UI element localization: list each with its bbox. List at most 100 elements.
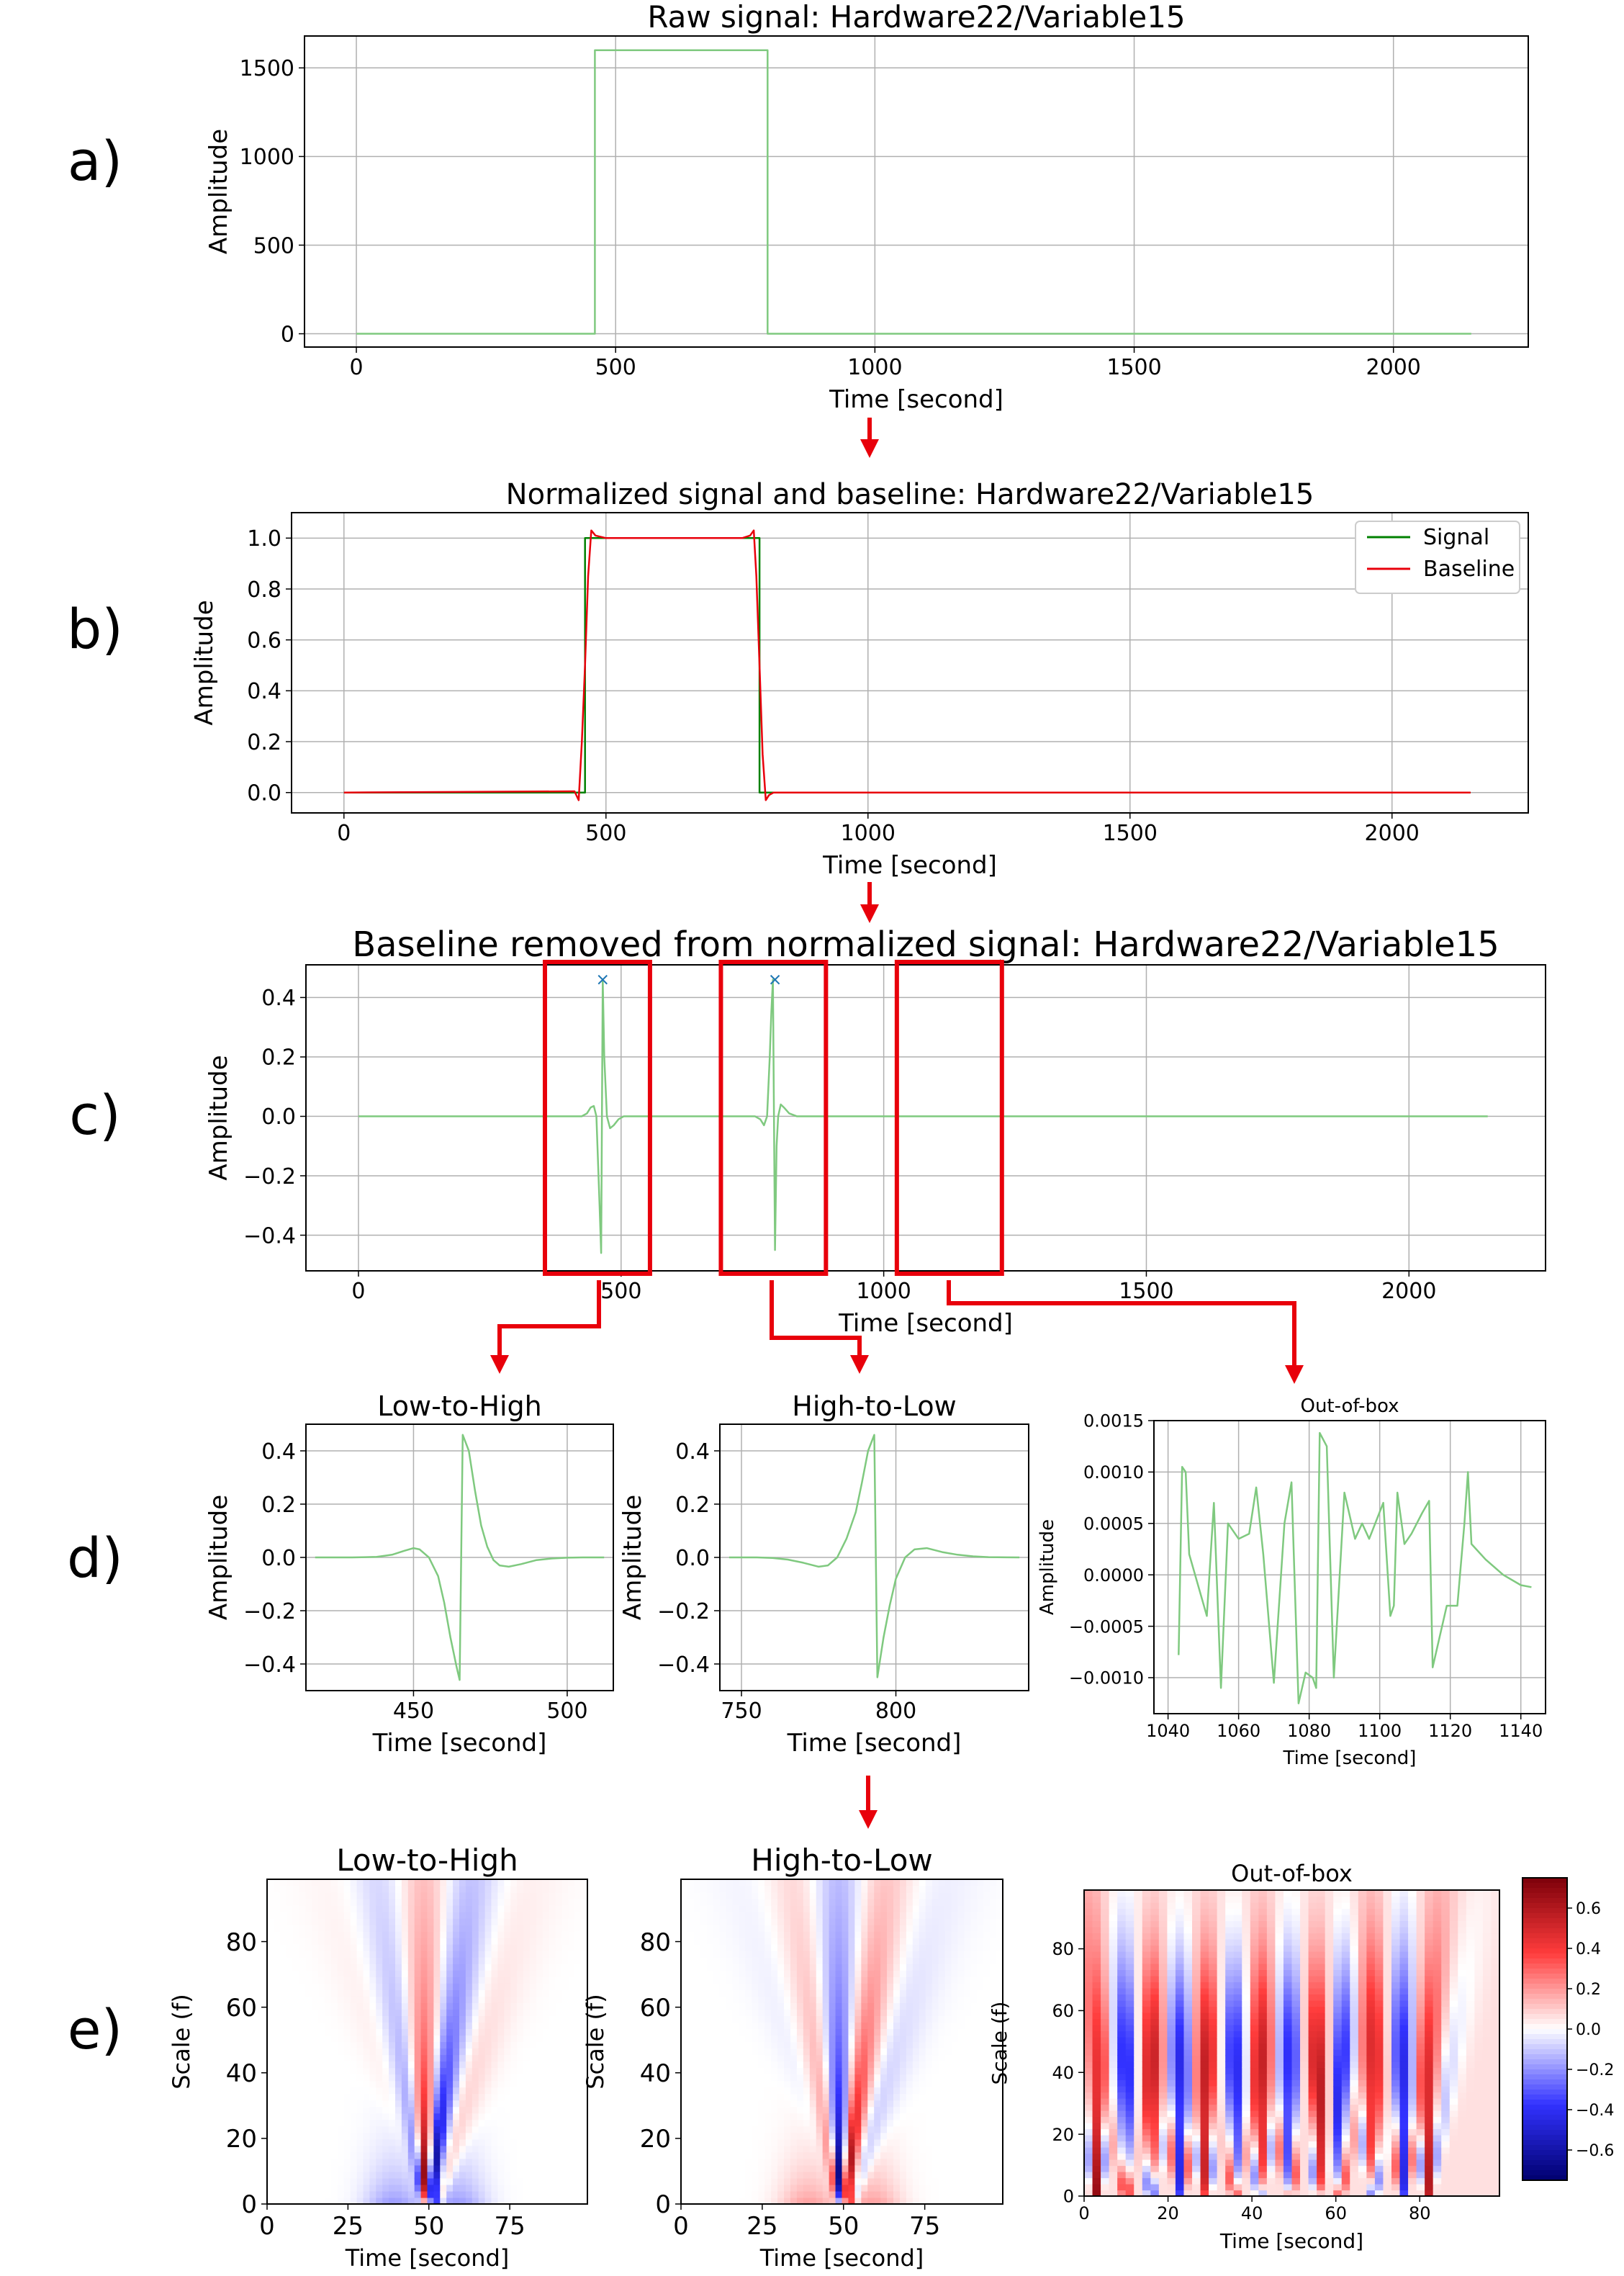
heatmap-cell: [784, 2106, 791, 2114]
heatmap-cell: [719, 2002, 727, 2010]
heatmap-cell: [517, 2009, 524, 2017]
heatmap-cell: [382, 2002, 389, 2010]
heatmap-cell: [523, 2158, 531, 2166]
heatmap-cell: [325, 1944, 332, 1951]
heatmap-cell: [745, 2054, 752, 2062]
heatmap-cell: [286, 1886, 294, 1893]
heatmap-cell: [912, 2100, 920, 2108]
heatmap-cell: [581, 1912, 588, 1919]
heatmap-cell: [764, 1944, 772, 1951]
heatmap-cell: [919, 1964, 926, 1971]
heatmap-cell: [504, 1886, 511, 1893]
y-tick-label: 0.0: [261, 1546, 296, 1571]
heatmap-cell: [816, 2126, 824, 2133]
heatmap-cell: [331, 2151, 338, 2159]
heatmap-cell: [719, 1976, 727, 1984]
heatmap-cell: [292, 1892, 300, 1899]
plot-frame: [719, 1423, 1029, 1691]
heatmap-cell: [912, 1918, 920, 1925]
heatmap-cell: [286, 2171, 294, 2179]
heatmap-cell: [420, 1918, 428, 1925]
heatmap-cell: [472, 2132, 479, 2140]
heatmap-cell: [318, 2171, 325, 2179]
heatmap-cell: [382, 2184, 389, 2192]
heatmap-cell: [803, 1964, 811, 1971]
y-tick-label: 0.0: [675, 1546, 710, 1571]
heatmap-cell: [880, 1944, 888, 1951]
heatmap-cell: [561, 2145, 569, 2153]
heatmap-cell: [427, 2080, 434, 2088]
heatmap-cell: [803, 2190, 811, 2198]
heatmap-cell: [491, 2002, 498, 2010]
heatmap-cell: [816, 1976, 824, 1984]
heatmap-cell: [472, 2080, 479, 2088]
heatmap-cell: [784, 1918, 791, 1925]
heatmap-cell: [681, 2197, 688, 2205]
heatmap-cell: [453, 1944, 460, 1951]
heatmap-cell: [484, 1879, 492, 1886]
heatmap-cell: [420, 2106, 428, 2114]
heatmap-cell: [369, 1938, 376, 1945]
heatmap-cell: [809, 1892, 817, 1899]
heatmap-cell: [574, 2197, 582, 2205]
heatmap-cell: [687, 1957, 695, 1964]
heatmap-cell: [395, 1944, 402, 1951]
heatmap-cell: [536, 2184, 543, 2192]
heatmap-cell: [376, 2184, 383, 2192]
heatmap-cell: [356, 2132, 364, 2140]
heatmap-cell: [957, 1905, 965, 1912]
heatmap-cell: [318, 2100, 325, 2108]
heatmap-cell: [944, 2158, 952, 2166]
heatmap-cell: [700, 2100, 708, 2108]
heatmap-cell: [681, 2145, 688, 2153]
heatmap-cell: [809, 2132, 817, 2140]
heatmap-cell: [517, 2197, 524, 2205]
heatmap-cell: [822, 2171, 830, 2179]
heatmap-cell: [964, 1976, 971, 1984]
heatmap-cell: [906, 2048, 914, 2056]
heatmap-cell: [465, 2132, 473, 2140]
heatmap-cell: [931, 2190, 939, 2198]
heatmap-cell: [279, 1886, 287, 1893]
heatmap-cell: [369, 2002, 376, 2010]
heatmap-cell: [401, 1931, 409, 1938]
heatmap-cell: [363, 2074, 370, 2082]
heatmap-cell: [484, 1964, 492, 1971]
heatmap-cell: [510, 1918, 518, 1925]
heatmap-cell: [752, 1951, 759, 1958]
heatmap-cell: [796, 1957, 804, 1964]
heatmap-cell: [472, 1989, 479, 1997]
heatmap-cell: [887, 1899, 894, 1906]
heatmap-cell: [542, 2041, 550, 2049]
heatmap-cell: [874, 1925, 881, 1932]
heatmap-cell: [504, 2093, 511, 2101]
heatmap-cell: [484, 2009, 492, 2017]
heatmap-cell: [752, 1964, 759, 1971]
heatmap-cell: [874, 1892, 881, 1899]
heatmap-cell: [497, 2080, 505, 2088]
heatmap-cell: [395, 2067, 402, 2075]
heatmap-cell: [369, 1918, 376, 1925]
heatmap-cell: [401, 1892, 409, 1899]
heatmap-cell: [732, 2158, 740, 2166]
heatmap-cell: [523, 1918, 531, 1925]
heatmap-cell: [299, 2067, 306, 2075]
heatmap-cell: [363, 2190, 370, 2198]
heatmap-cell: [356, 1931, 364, 1938]
heatmap-cell: [331, 2093, 338, 2101]
heatmap-cell: [784, 2002, 791, 2010]
heatmap-cell: [350, 1957, 358, 1964]
heatmap-cell: [433, 1944, 441, 1951]
heatmap-cell: [739, 2048, 746, 2056]
heatmap-cell: [510, 2100, 518, 2108]
heatmap-cell: [414, 1879, 422, 1886]
heatmap-cell: [803, 2158, 811, 2166]
heatmap-cell: [343, 1964, 351, 1971]
heatmap-cell: [957, 1976, 965, 1984]
heatmap-cell: [478, 1976, 486, 1984]
heatmap-cell: [931, 1925, 939, 1932]
heatmap-cell: [693, 1925, 701, 1932]
heatmap-cell: [312, 1925, 319, 1932]
heatmap-cell: [771, 1879, 778, 1886]
heatmap-cell: [279, 2184, 287, 2192]
